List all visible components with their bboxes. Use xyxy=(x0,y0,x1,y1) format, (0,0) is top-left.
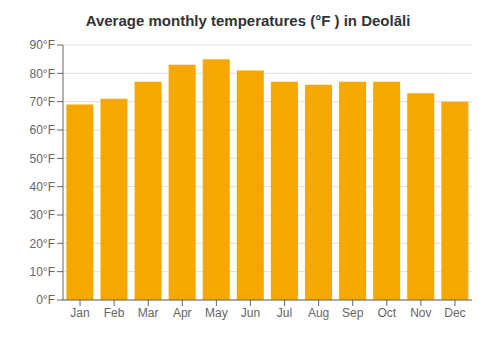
svg-text:Jul: Jul xyxy=(277,306,292,320)
svg-text:Mar: Mar xyxy=(138,306,159,320)
svg-text:Nov: Nov xyxy=(410,306,431,320)
svg-text:80°F: 80°F xyxy=(30,67,55,81)
html-text:Average monthly temperatures (: Average monthly temperatures (°F ) in De… xyxy=(85,12,411,29)
svg-text:Oct: Oct xyxy=(377,306,396,320)
svg-text:20°F: 20°F xyxy=(30,237,55,251)
svg-text:Dec: Dec xyxy=(444,306,465,320)
svg-text:60°F: 60°F xyxy=(30,123,55,137)
svg-text:Jan: Jan xyxy=(70,306,89,320)
svg-text:90°F: 90°F xyxy=(30,38,55,52)
svg-text:May: May xyxy=(205,306,228,320)
svg-text:Apr: Apr xyxy=(173,306,192,320)
svg-text:Aug: Aug xyxy=(308,306,329,320)
svg-text:50°F: 50°F xyxy=(30,152,55,166)
svg-text:Sep: Sep xyxy=(342,306,364,320)
svg-text:30°F: 30°F xyxy=(30,208,55,222)
svg-text:70°F: 70°F xyxy=(30,95,55,109)
svg-text:0°F: 0°F xyxy=(36,293,55,307)
svg-text:Jun: Jun xyxy=(241,306,260,320)
svg-text:40°F: 40°F xyxy=(30,180,55,194)
svg-text:Feb: Feb xyxy=(104,306,125,320)
svg-text:10°F: 10°F xyxy=(30,265,55,279)
